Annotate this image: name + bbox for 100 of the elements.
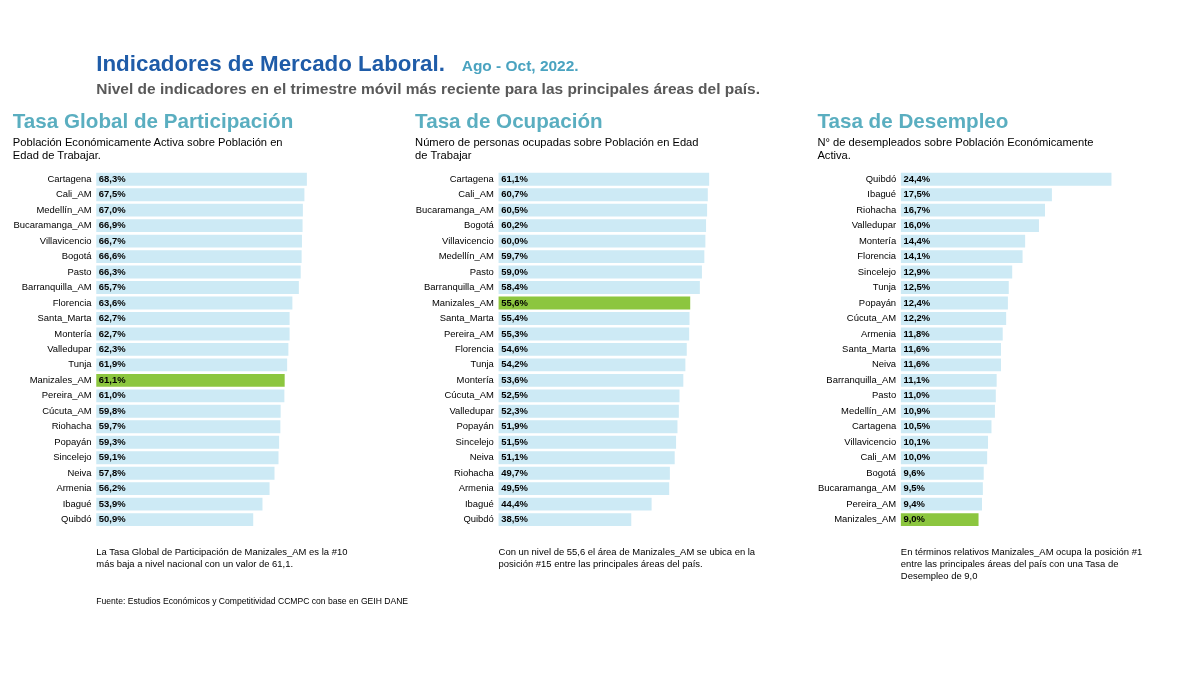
y-tick-label: Ibagué [867, 188, 897, 200]
data-label: 54,2% [501, 358, 529, 370]
y-tick-label: Popayán [54, 435, 92, 447]
data-label: 44,4% [501, 497, 529, 509]
bar [96, 358, 288, 372]
y-tick-label: Tunja [470, 358, 495, 370]
y-tick-label: Popayán [456, 420, 494, 432]
data-label: 59,7% [98, 420, 127, 432]
bar [900, 513, 979, 527]
bar [498, 342, 687, 356]
y-tick-label: Armenia [56, 482, 93, 494]
bar [96, 234, 302, 248]
y-tick-label: Montería [54, 327, 93, 339]
bar [498, 513, 632, 527]
y-tick-label: Bogotá [463, 219, 495, 231]
data-label: 9,6% [903, 466, 926, 478]
y-tick-label: Santa_Marta [842, 343, 897, 354]
bar [498, 312, 690, 325]
data-label: 11,6% [903, 343, 931, 354]
chart-subtitle: Número de personas ocupadas sobre Población en Edad de Trabajar [415, 135, 699, 161]
y-tick-label: Cúcuta_AM [42, 404, 92, 416]
y-tick-label: Florencia [455, 343, 495, 354]
bar [96, 342, 289, 356]
data-label: 66,9% [98, 219, 127, 231]
bar [900, 373, 997, 387]
data-label: 61,0% [98, 389, 127, 401]
bar [498, 373, 684, 387]
y-tick-label: Santa_Marta [439, 312, 495, 324]
source-note: Fuente: Estudios Económicos y Competitividad CCMPC con base en GEIH DANE [96, 595, 409, 606]
data-label: 49,7% [501, 466, 529, 478]
chart-title: Tasa de Desempleo [817, 108, 1009, 132]
bar [498, 172, 710, 186]
text: Indicadores de Mercado Laboral. [96, 50, 445, 76]
bar [498, 451, 675, 465]
data-label: 49,5% [501, 482, 529, 494]
data-label: 38,5% [501, 513, 529, 525]
data-label: 10,9% [903, 404, 931, 416]
bar [900, 435, 989, 449]
data-label: 51,9% [501, 420, 529, 432]
y-tick-label: Villavicencio [844, 435, 897, 447]
y-tick-label: Pereira_AM [41, 389, 92, 401]
bar [498, 203, 708, 217]
data-label: 24,4% [903, 172, 931, 184]
bar [96, 219, 303, 233]
y-tick-label: Pasto [871, 389, 897, 401]
bar [900, 219, 1039, 233]
data-label: 11,6% [903, 358, 931, 370]
bar [900, 250, 1023, 264]
bar [96, 250, 302, 264]
y-tick-label: Bucaramanga_AM [13, 219, 92, 231]
y-tick-label: Barranquilla_AM [826, 373, 897, 385]
bar [498, 219, 707, 233]
bar [498, 358, 686, 372]
y-tick-label: Medellín_AM [438, 250, 494, 262]
data-label: 67,0% [98, 203, 127, 215]
y-tick-label: Valledupar [449, 404, 494, 416]
y-tick-label: Sincelejo [455, 435, 494, 447]
data-label: 9,0% [903, 513, 926, 525]
y-tick-label: Villavicencio [442, 234, 494, 246]
y-tick-label: Armenia [458, 482, 495, 494]
data-label: 10,5% [903, 420, 931, 432]
y-tick-label: Valledupar [851, 219, 897, 231]
y-tick-label: Neiva [469, 451, 495, 463]
data-label: 61,9% [98, 358, 127, 370]
bar [498, 404, 679, 418]
bar [498, 188, 708, 202]
bar [498, 420, 678, 434]
bar [900, 482, 983, 496]
y-tick-label: Manizales_AM [29, 373, 92, 385]
data-label: 51,5% [501, 435, 529, 447]
data-label: 59,3% [98, 435, 127, 447]
text: La Tasa Global de Participación de Manizales_AM es la #10 más baja a nivel nacional con un valor de 61,1. [96, 545, 348, 569]
y-tick-label: Ibagué [464, 497, 494, 509]
y-tick-label: Sincelejo [857, 265, 897, 277]
y-tick-label: Medellín_AM [841, 404, 897, 416]
bar [900, 312, 1007, 325]
data-label: 10,1% [903, 435, 931, 447]
chart-subtitle: N° de desempleados sobre Población Económicamente Activa. [817, 135, 1094, 161]
data-label: 50,9% [98, 513, 127, 525]
data-label: 62,7% [98, 312, 127, 324]
y-tick-label: Bucaramanga_AM [817, 482, 897, 494]
y-tick-label: Tunja [872, 281, 897, 293]
bar [96, 497, 263, 511]
bar [498, 482, 670, 496]
y-tick-label: Neiva [67, 466, 93, 478]
bar [498, 265, 702, 279]
data-label: 58,4% [501, 281, 529, 293]
bar [96, 435, 280, 449]
data-label: 57,8% [98, 466, 127, 478]
y-tick-label: Popayán [858, 296, 897, 308]
bar [96, 373, 285, 387]
data-label: 60,0% [501, 234, 529, 246]
y-tick-label: Santa_Marta [37, 312, 93, 324]
bar [900, 404, 995, 418]
y-tick-label: Pasto [67, 265, 92, 277]
y-tick-label: Pereira_AM [444, 327, 494, 339]
bar [900, 172, 1112, 186]
y-tick-label: Cali_AM [458, 188, 494, 200]
data-label: 68,3% [98, 172, 127, 184]
y-tick-label: Riohacha [856, 203, 897, 215]
